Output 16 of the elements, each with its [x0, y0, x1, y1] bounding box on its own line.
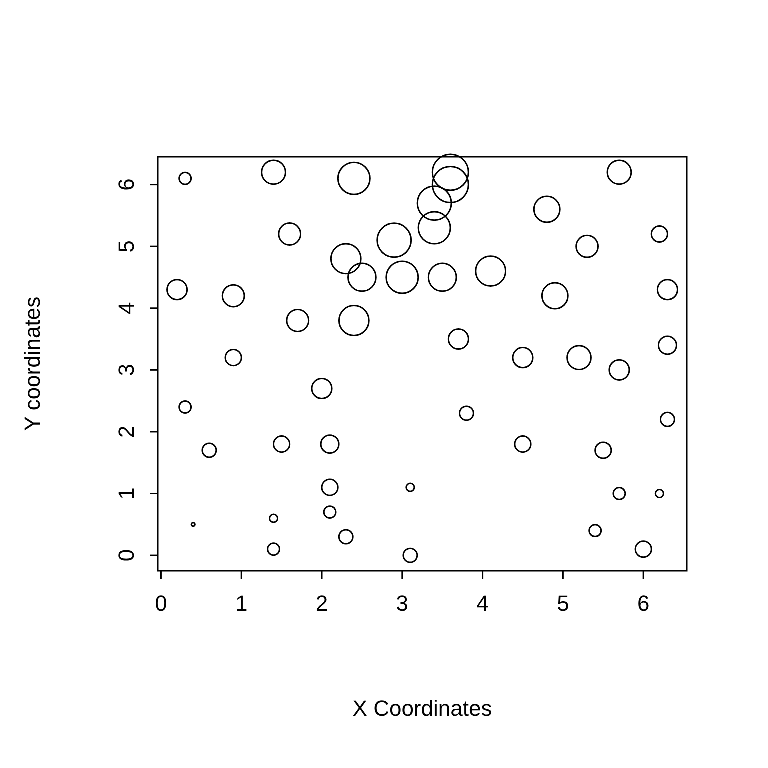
x-tick-label: 6 [637, 591, 650, 616]
y-axis-title: Y coordinates [20, 296, 45, 432]
x-tick-label: 1 [235, 591, 248, 616]
y-tick-label: 3 [114, 364, 139, 376]
y-tick-label: 2 [114, 426, 139, 438]
y-tick-label: 4 [114, 302, 139, 315]
y-tick-label: 5 [114, 240, 139, 253]
x-tick-label: 5 [557, 591, 570, 616]
x-tick-label: 3 [396, 591, 409, 616]
x-tick-label: 4 [476, 591, 489, 616]
y-tick-label: 1 [114, 488, 139, 500]
x-tick-label: 0 [155, 591, 168, 616]
x-axis-title: X Coordinates [352, 696, 492, 721]
y-tick-label: 6 [114, 178, 139, 191]
x-tick-label: 2 [316, 591, 328, 616]
y-tick-label: 0 [114, 549, 139, 562]
